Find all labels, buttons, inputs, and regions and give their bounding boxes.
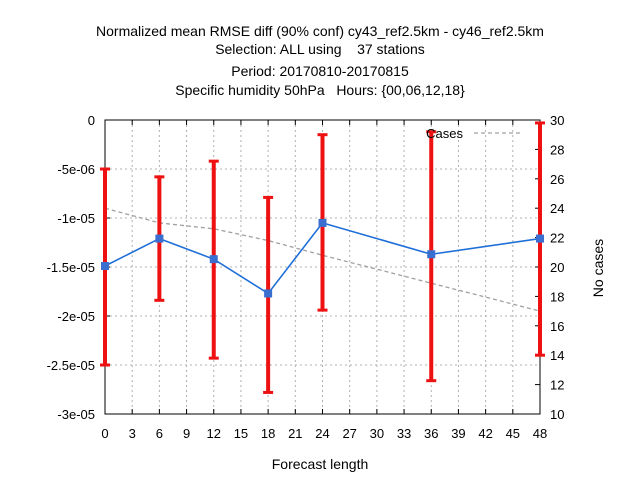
data-point [318, 218, 327, 227]
x-tick-label: 24 [315, 426, 329, 441]
x-tick-label: 15 [234, 426, 248, 441]
data-point [101, 262, 109, 271]
data-point [209, 255, 218, 264]
y2-tick-label: 30 [550, 113, 564, 128]
y2-tick-label: 20 [550, 260, 564, 275]
data-point [536, 234, 544, 243]
x-tick-label: 33 [397, 426, 411, 441]
y-tick-label: -5e-06 [57, 162, 95, 177]
y-tick-label: -2e-05 [57, 309, 95, 324]
data-point [264, 289, 273, 298]
x-axis-label: Forecast length [272, 456, 369, 472]
x-axis: 0 3 6 9 12 15 18 21 24 27 30 33 36 39 42 45 48 [101, 120, 547, 441]
y2-tick-label: 12 [550, 378, 564, 393]
y2-tick-label: 22 [550, 231, 564, 246]
y-tick-label: -1.5e-05 [47, 260, 95, 275]
y2-tick-label: 14 [550, 348, 564, 363]
x-tick-label: 12 [207, 426, 221, 441]
y2-tick-label: 28 [550, 142, 564, 157]
x-tick-label: 45 [506, 426, 520, 441]
legend-label-cases: Cases [426, 126, 463, 141]
y-axis: 0 -5e-06 -1e-05 -1.5e-05 -2e-05 -2.5e-05 -3e-0… [47, 113, 110, 422]
chart-title: Normalized mean RMSE diff (90% conf) cy4… [96, 23, 544, 98]
y2-tick-label: 24 [550, 201, 564, 216]
x-tick-label: 48 [533, 426, 547, 441]
title-line-2: Selection: ALL using 37 stations [215, 41, 425, 57]
x-tick-label: 39 [451, 426, 465, 441]
legend: Cases [426, 126, 520, 141]
y2-tick-label: 16 [550, 319, 564, 334]
title-line-4: Specific humidity 50hPa Hours: {00,06,12… [175, 82, 465, 98]
x-tick-label: 21 [288, 426, 302, 441]
x-tick-label: 30 [370, 426, 384, 441]
x-tick-label: 3 [129, 426, 136, 441]
x-tick-label: 18 [261, 426, 275, 441]
x-tick-label: 0 [101, 426, 108, 441]
data-point [155, 234, 164, 243]
x-tick-label: 9 [183, 426, 190, 441]
y-tick-label: -1e-05 [57, 211, 95, 226]
title-line-3: Period: 20170810-20170815 [231, 63, 409, 79]
title-line-1: Normalized mean RMSE diff (90% conf) cy4… [96, 23, 544, 39]
y2-axis: 10 12 14 16 18 20 22 24 26 28 30 [535, 113, 564, 422]
x-tick-label: 27 [342, 426, 356, 441]
y-tick-label: 0 [88, 113, 95, 128]
y-tick-label: -2.5e-05 [47, 358, 95, 373]
series-layer [100, 121, 545, 394]
y2-axis-label: No cases [590, 239, 606, 297]
x-tick-label: 36 [424, 426, 438, 441]
x-tick-label: 42 [478, 426, 492, 441]
y2-tick-label: 18 [550, 289, 564, 304]
y2-tick-label: 26 [550, 172, 564, 187]
x-tick-label: 6 [156, 426, 163, 441]
y-tick-label: -3e-05 [57, 407, 95, 422]
y2-tick-label: 10 [550, 407, 564, 422]
data-point [427, 250, 436, 259]
